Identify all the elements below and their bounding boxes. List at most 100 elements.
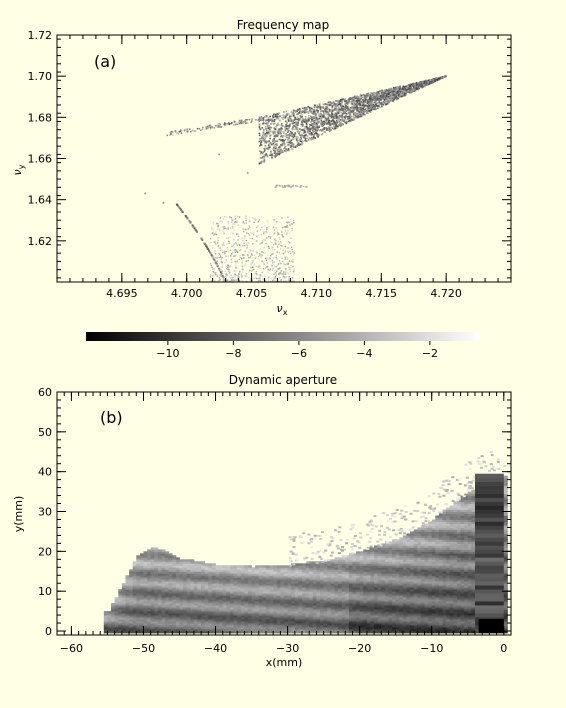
frequency-map-point [335, 123, 338, 126]
frequency-map-point [295, 135, 298, 138]
dynamic-aperture-cell [150, 569, 155, 572]
frequency-map-point [285, 125, 288, 128]
frequency-map-point [213, 260, 215, 263]
frequency-map-point [238, 122, 241, 125]
frequency-map-point [353, 100, 356, 103]
frequency-map-point [378, 93, 380, 96]
dynamic-aperture-cell [211, 599, 216, 602]
frequency-map-point [221, 270, 223, 272]
dynamic-aperture-cell [168, 615, 173, 618]
frequency-map-point [291, 143, 293, 146]
dynamic-aperture-title: Dynamic aperture [229, 373, 337, 387]
frequency-map-point [290, 120, 292, 122]
frequency-map-point [250, 254, 252, 257]
frequency-map-point [241, 275, 243, 277]
frequency-map-point [420, 84, 423, 86]
dynamic-aperture-cell [183, 571, 188, 574]
frequency-map-point [241, 119, 243, 122]
frequency-map-point [279, 276, 282, 278]
frequency-map-point [288, 275, 290, 278]
frequency-map-point [276, 221, 278, 223]
dynamic-aperture-cell [136, 621, 141, 624]
dynamic-aperture-cell [183, 617, 188, 620]
frequency-map-point [185, 128, 188, 130]
frequency-map-point [227, 123, 229, 125]
dynamic-aperture-cell [165, 567, 170, 570]
frequency-map-point [209, 127, 212, 130]
frequency-map-point [239, 246, 241, 249]
frequency-map-point [387, 93, 390, 96]
frequency-map-point [333, 123, 336, 126]
dynamic-aperture-cell [147, 559, 152, 562]
frequency-map-point [309, 126, 311, 128]
frequency-map-point [287, 148, 290, 150]
frequency-map-point [258, 162, 261, 165]
dynamic-aperture-cell [121, 593, 126, 596]
frequency-map-point [210, 228, 213, 230]
frequency-map-point [266, 129, 269, 131]
dynamic-aperture-cell [118, 613, 123, 616]
frequency-map-point [233, 238, 235, 241]
frequency-map-point [268, 132, 271, 135]
frequency-map-point [400, 95, 403, 98]
frequency-map-point [316, 132, 318, 135]
dynamic-aperture-cell [150, 585, 155, 588]
frequency-map-point [314, 137, 317, 139]
frequency-map-point [287, 112, 290, 115]
dynamic-aperture-cell [139, 617, 144, 620]
dynamic-aperture-cell [208, 565, 213, 568]
frequency-map-point [271, 234, 274, 237]
frequency-map-point [325, 110, 327, 113]
dynamic-aperture-cell [193, 595, 198, 598]
dynamic-aperture-cell [179, 631, 184, 634]
frequency-map-point [409, 83, 412, 86]
dynamic-aperture-cell [179, 563, 184, 566]
frequency-map-point [264, 149, 266, 151]
dynamic-aperture-cell [183, 611, 188, 614]
frequency-map-point [266, 132, 269, 135]
frequency-map-point [243, 237, 245, 239]
frequency-map-point [217, 224, 219, 227]
dynamic-aperture-cell [204, 563, 209, 566]
dynamic-aperture-cell [201, 613, 206, 616]
frequency-map-point [229, 233, 231, 235]
dynamic-aperture-cell [208, 619, 213, 622]
frequency-map-point [288, 129, 290, 132]
frequency-map-point [416, 82, 419, 84]
frequency-map-point [269, 130, 272, 132]
dynamic-aperture-cell [129, 579, 134, 582]
frequency-map-point [341, 116, 343, 119]
frequency-map-point [251, 237, 253, 240]
dynamic-aperture-cell [136, 609, 141, 612]
frequency-map-point [275, 113, 277, 116]
frequency-map-point [373, 105, 376, 107]
frequency-map-point [278, 115, 280, 118]
dynamic-aperture-cell [132, 625, 137, 628]
frequency-map-point [259, 150, 261, 153]
frequency-map-point [325, 128, 328, 131]
frequency-map-point [263, 274, 266, 276]
dynamic-aperture-cell [132, 585, 137, 588]
frequency-map-point [395, 92, 398, 95]
frequency-map-point [272, 145, 275, 148]
frequency-map-point [327, 103, 329, 106]
frequency-map-point [277, 134, 280, 137]
dynamic-aperture-cell [179, 605, 184, 608]
frequency-map-point [369, 93, 371, 96]
frequency-map-point [236, 244, 238, 246]
frequency-map-point [233, 255, 235, 257]
frequency-map-point [205, 126, 207, 128]
frequency-map-point [278, 129, 281, 132]
frequency-map-point [315, 129, 317, 131]
frequency-map-point [222, 226, 224, 229]
frequency-map-point [419, 86, 421, 89]
frequency-map-point [389, 90, 392, 92]
frequency-map-point [414, 85, 416, 87]
dynamic-aperture-cell [121, 631, 126, 634]
frequency-map-point [266, 237, 268, 239]
frequency-map-point [216, 260, 218, 262]
frequency-map-point [321, 132, 324, 135]
frequency-map-point [293, 133, 296, 136]
frequency-map-point [274, 135, 277, 138]
dynamic-aperture-cell [147, 623, 152, 626]
